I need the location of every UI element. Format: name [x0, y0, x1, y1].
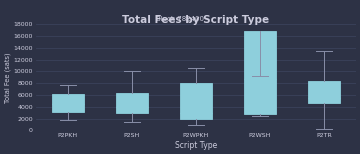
PathPatch shape	[244, 31, 276, 114]
PathPatch shape	[308, 81, 340, 103]
Y-axis label: Total Fee (sats): Total Fee (sats)	[4, 52, 11, 103]
PathPatch shape	[116, 93, 148, 113]
X-axis label: Script Type: Script Type	[175, 141, 217, 150]
Title: Total Fees by Script Type: Total Fees by Script Type	[122, 15, 269, 25]
PathPatch shape	[52, 94, 84, 112]
PathPatch shape	[180, 83, 212, 119]
Text: Block 782400: Block 782400	[156, 16, 204, 22]
